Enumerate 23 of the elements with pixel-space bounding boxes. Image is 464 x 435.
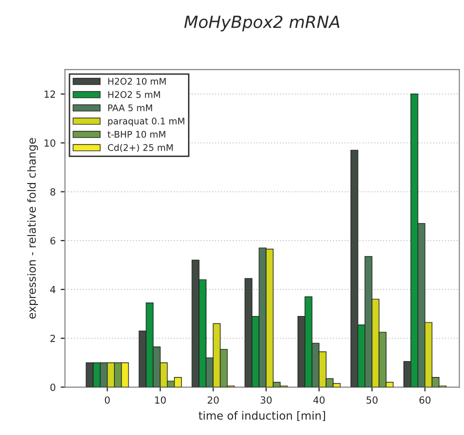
y-tick-label: 8	[50, 188, 56, 196]
legend-label: Cd(2+) 25 mM	[108, 144, 173, 152]
y-axis-title: expression - relative fold change	[27, 138, 38, 319]
legend-label: PAA 5 mM	[108, 104, 152, 112]
y-tick-label: 12	[44, 90, 55, 98]
x-axis-title: time of induction [min]	[198, 411, 326, 422]
y-tick-label: 6	[50, 237, 56, 244]
y-tick-label: 10	[44, 139, 56, 147]
chart-title: MoHyBpox2 mRNA	[184, 16, 340, 32]
x-tick-label: 40	[313, 396, 325, 404]
x-tick-label: 30	[260, 396, 272, 404]
y-tick-label: 0	[50, 384, 56, 391]
legend-label: t-BHP 10 mM	[108, 130, 166, 138]
x-tick-label: 0	[104, 396, 110, 404]
x-tick-label: 20	[208, 396, 219, 404]
legend-label: H2O2 10 mM	[108, 78, 166, 85]
legend-label: paraquat 0.1 mM	[108, 118, 184, 126]
y-tick-label: 4	[50, 286, 56, 294]
x-tick-label: 10	[155, 396, 166, 404]
x-tick-label: 50	[366, 396, 378, 404]
x-tick-label: 60	[419, 396, 430, 404]
y-tick-label: 2	[50, 334, 55, 342]
legend-label: H2O2 5 mM	[108, 91, 160, 98]
